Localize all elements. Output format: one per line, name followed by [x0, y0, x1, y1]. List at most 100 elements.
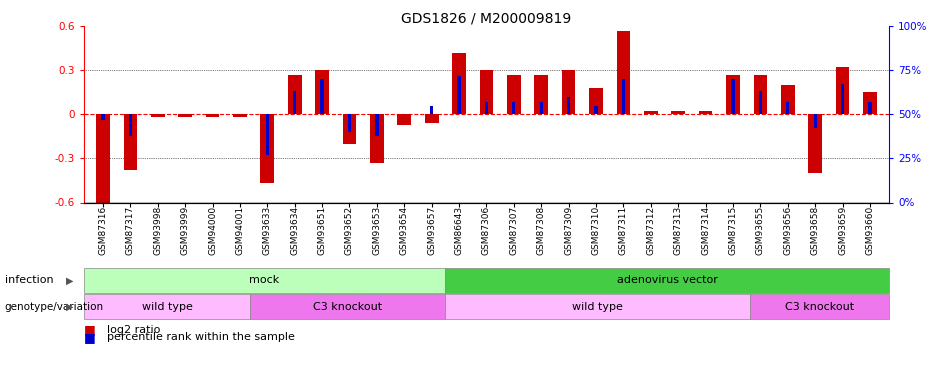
Text: GSM94001: GSM94001	[236, 206, 245, 255]
Bar	[398, 114, 412, 125]
Text: GSM93651: GSM93651	[317, 206, 327, 255]
Bar	[644, 111, 657, 114]
Text: GSM87308: GSM87308	[537, 206, 546, 255]
Bar	[425, 114, 439, 123]
Bar	[561, 70, 575, 114]
Bar	[343, 114, 357, 144]
Bar	[540, 102, 543, 114]
Bar	[320, 79, 324, 114]
Bar	[863, 92, 877, 114]
Bar	[507, 75, 520, 114]
Text: GSM87314: GSM87314	[701, 206, 710, 255]
Bar	[534, 75, 548, 114]
Bar	[84, 268, 445, 292]
Bar	[808, 114, 822, 173]
Bar	[96, 114, 110, 202]
Bar	[293, 92, 296, 114]
Text: GSM87316: GSM87316	[99, 206, 107, 255]
Text: GSM93655: GSM93655	[756, 206, 765, 255]
Bar	[836, 68, 849, 114]
Text: GSM87306: GSM87306	[482, 206, 491, 255]
Bar	[512, 102, 516, 114]
Text: GSM87311: GSM87311	[619, 206, 627, 255]
Text: GSM87313: GSM87313	[674, 206, 682, 255]
Text: C3 knockout: C3 knockout	[785, 302, 855, 312]
Bar	[759, 92, 762, 114]
Bar	[84, 294, 250, 319]
Bar	[233, 114, 247, 117]
Bar	[750, 294, 889, 319]
Bar	[445, 294, 750, 319]
Bar	[616, 31, 630, 114]
Text: GSM87317: GSM87317	[126, 206, 135, 255]
Text: GSM93998: GSM93998	[154, 206, 162, 255]
Text: GSM87310: GSM87310	[591, 206, 600, 255]
Text: percentile rank within the sample: percentile rank within the sample	[107, 333, 295, 342]
Text: GSM93657: GSM93657	[427, 206, 436, 255]
Bar	[699, 111, 712, 114]
Text: ■: ■	[84, 331, 96, 344]
Bar	[124, 114, 137, 170]
Bar	[206, 114, 220, 117]
Bar	[485, 102, 488, 114]
Text: GSM93653: GSM93653	[372, 206, 382, 255]
Bar	[726, 75, 740, 114]
Bar	[622, 79, 625, 114]
Text: GSM94000: GSM94000	[208, 206, 217, 255]
Text: GSM93999: GSM93999	[181, 206, 190, 255]
Text: GSM93658: GSM93658	[811, 206, 819, 255]
Bar	[261, 114, 274, 183]
Bar	[250, 294, 445, 319]
Bar	[567, 97, 571, 114]
Text: log2 ratio: log2 ratio	[107, 325, 160, 335]
Bar	[594, 106, 598, 114]
Text: GSM87312: GSM87312	[646, 206, 655, 255]
Text: GDS1826 / M200009819: GDS1826 / M200009819	[401, 11, 572, 25]
Bar	[128, 114, 132, 135]
Bar	[445, 268, 889, 292]
Bar	[479, 70, 493, 114]
Text: GSM93656: GSM93656	[783, 206, 792, 255]
Text: GSM93652: GSM93652	[345, 206, 354, 255]
Bar	[671, 111, 685, 114]
Text: GSM93659: GSM93659	[838, 206, 847, 255]
Text: infection: infection	[5, 275, 53, 285]
Bar	[375, 114, 379, 135]
Bar	[452, 53, 466, 114]
Bar	[457, 76, 461, 114]
Bar	[370, 114, 384, 163]
Bar	[841, 84, 844, 114]
Bar	[265, 114, 269, 155]
Text: GSM86643: GSM86643	[454, 206, 464, 255]
Text: ■: ■	[84, 324, 96, 336]
Bar	[179, 114, 192, 117]
Bar	[786, 102, 789, 114]
Text: GSM93633: GSM93633	[263, 206, 272, 255]
Text: GSM93654: GSM93654	[399, 206, 409, 255]
Bar	[814, 114, 816, 129]
Bar	[869, 102, 871, 114]
Text: mock: mock	[250, 275, 279, 285]
Bar	[589, 88, 603, 114]
Bar	[781, 85, 794, 114]
Bar	[288, 75, 302, 114]
Text: GSM87315: GSM87315	[728, 206, 737, 255]
Text: GSM87307: GSM87307	[509, 206, 519, 255]
Bar	[753, 75, 767, 114]
Text: genotype/variation: genotype/variation	[5, 302, 103, 312]
Text: C3 knockout: C3 knockout	[313, 302, 382, 312]
Text: wild type: wild type	[572, 302, 623, 312]
Text: ▶: ▶	[66, 302, 74, 312]
Bar	[348, 114, 351, 132]
Text: GSM93634: GSM93634	[290, 206, 299, 255]
Text: GSM93660: GSM93660	[866, 206, 874, 255]
Bar	[732, 79, 735, 114]
Bar	[316, 70, 329, 114]
Text: GSM87309: GSM87309	[564, 206, 573, 255]
Bar	[430, 106, 433, 114]
Text: ▶: ▶	[66, 275, 74, 285]
Bar	[101, 114, 104, 120]
Bar	[151, 114, 165, 117]
Text: adenovirus vector: adenovirus vector	[616, 275, 718, 285]
Text: wild type: wild type	[142, 302, 193, 312]
